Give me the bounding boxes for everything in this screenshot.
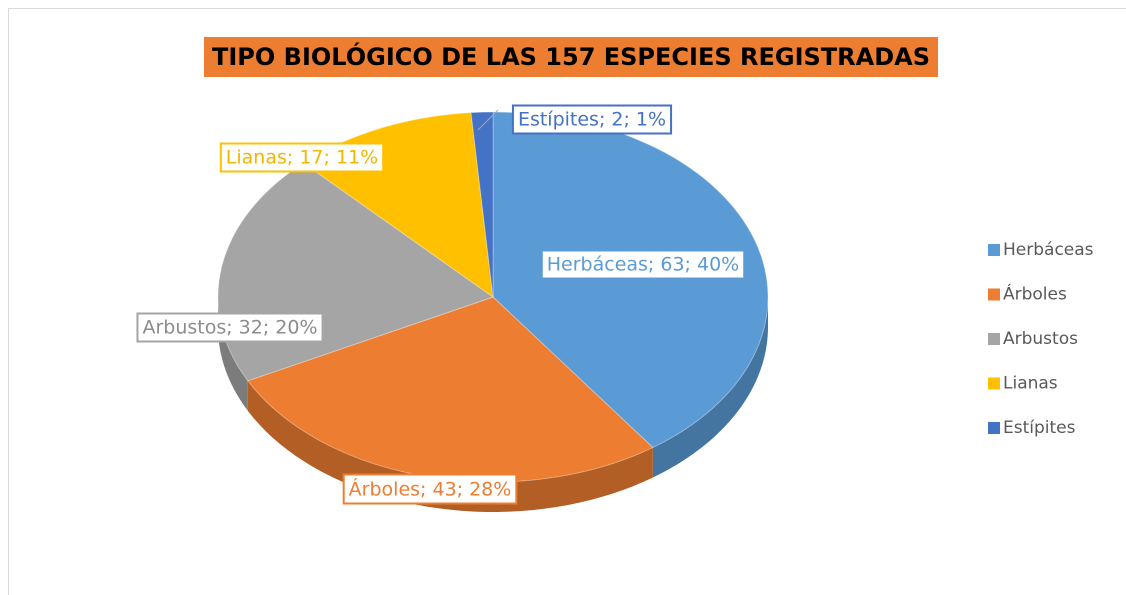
slice	[470, 111, 494, 298]
data-label: Árboles; 43; 28%	[349, 478, 512, 501]
leader-line	[477, 109, 499, 131]
title-background	[204, 37, 938, 77]
legend-label: Árboles	[1003, 283, 1067, 305]
data-label-group: Herbáceas; 63; 40%	[540, 249, 746, 280]
legend-swatch	[988, 333, 1000, 345]
legend-swatch	[988, 377, 1000, 390]
data-label-box	[342, 473, 518, 505]
slice-side	[652, 297, 768, 478]
data-label-box	[540, 249, 746, 280]
data-label: Herbáceas; 63; 40%	[547, 254, 739, 276]
legend-label: Herbáceas	[1003, 240, 1094, 260]
legend-swatch	[988, 422, 1000, 434]
legend-label: Arbustos	[1003, 329, 1078, 349]
legend-label: Estípites	[1003, 418, 1076, 438]
legend-label: Lianas	[1003, 374, 1058, 394]
data-label-box	[219, 142, 385, 173]
data-label-group: Árboles; 43; 28%	[342, 473, 518, 505]
legend-swatch	[988, 244, 1000, 256]
legend-swatch	[988, 288, 1000, 301]
data-label-group: Lianas; 17; 11%	[219, 142, 385, 173]
data-label-group: Estípites; 2; 1%	[511, 104, 673, 135]
data-label-group: Arbustos; 32; 20%	[136, 312, 324, 343]
data-label: Arbustos; 32; 20%	[142, 317, 317, 339]
data-label: Lianas; 17; 11%	[226, 147, 378, 169]
data-label-box	[136, 312, 324, 343]
slice-side	[218, 297, 248, 411]
data-label-box	[511, 104, 673, 135]
data-label: Estípites; 2; 1%	[518, 109, 666, 131]
chart-title: TIPO BIOLÓGICO DE LAS 157 ESPECIES REGIS…	[212, 41, 930, 71]
